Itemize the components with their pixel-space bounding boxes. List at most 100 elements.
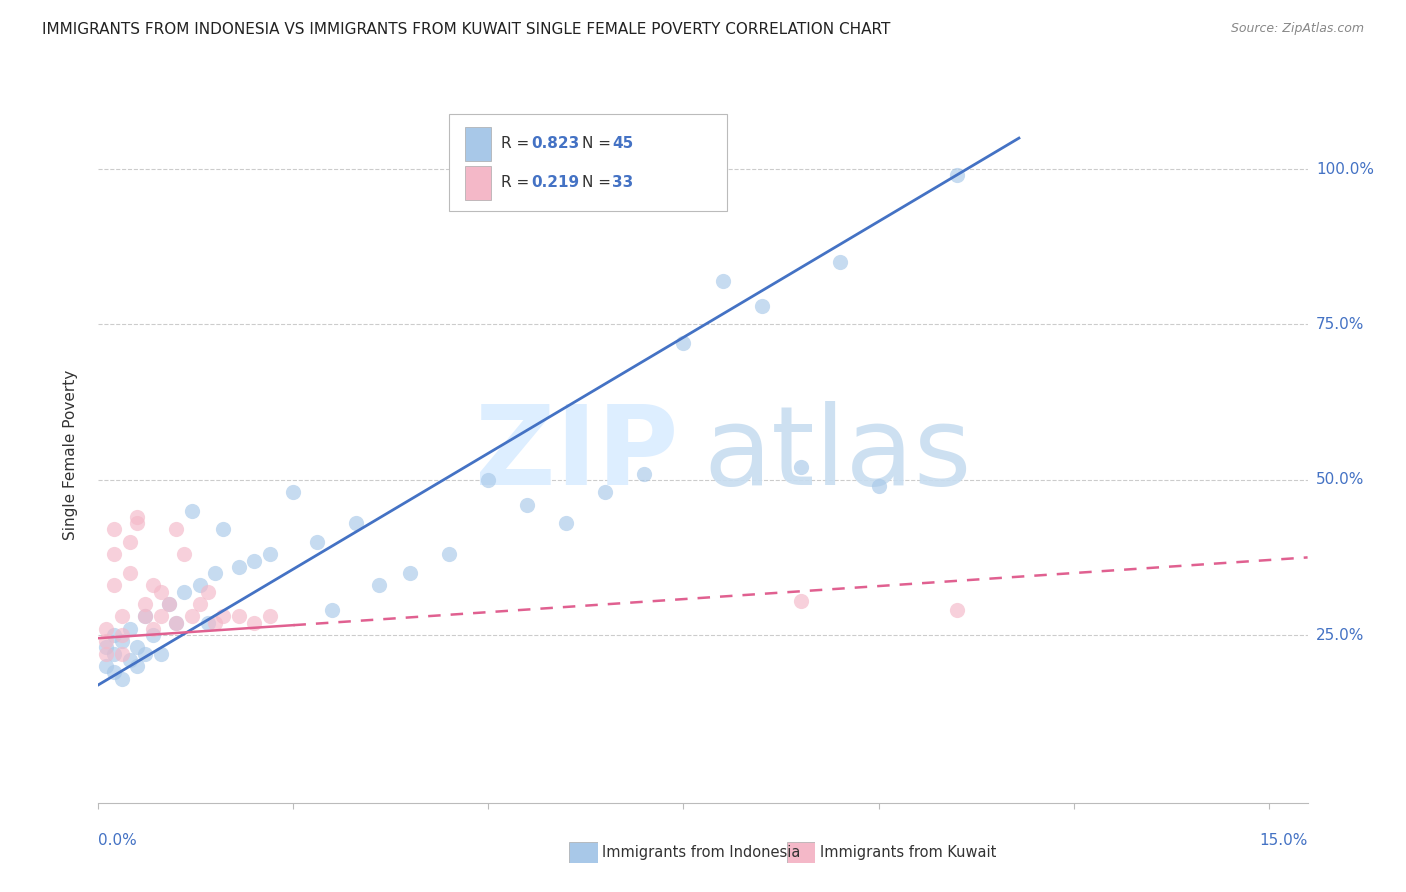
Point [103, 628, 125, 642]
Y-axis label: Single Female Poverty: Single Female Poverty [63, 370, 77, 540]
Point [103, 523, 125, 537]
Point [228, 609, 250, 624]
Point [127, 516, 149, 531]
Text: 33: 33 [612, 176, 634, 190]
Text: ZIP: ZIP [475, 401, 679, 508]
Point [945, 169, 967, 183]
Point [516, 498, 538, 512]
Point [204, 566, 226, 580]
Point [157, 597, 180, 611]
Point [212, 609, 235, 624]
Text: 15.0%: 15.0% [1260, 833, 1308, 848]
Point [111, 672, 134, 686]
Point [672, 336, 695, 351]
Text: Immigrants from Kuwait: Immigrants from Kuwait [820, 846, 995, 860]
Point [633, 467, 655, 481]
Point [118, 653, 141, 667]
Point [173, 547, 195, 561]
Text: 100.0%: 100.0% [1316, 161, 1374, 177]
Point [789, 460, 811, 475]
Point [399, 566, 422, 580]
Point [103, 647, 125, 661]
Point [127, 510, 149, 524]
Point [259, 547, 281, 561]
Point [165, 523, 187, 537]
Point [188, 578, 211, 592]
Point [165, 615, 187, 630]
Point [127, 640, 149, 655]
Point [711, 274, 734, 288]
Text: 0.823: 0.823 [531, 136, 579, 152]
Point [595, 485, 617, 500]
Text: N =: N = [582, 136, 616, 152]
Point [555, 516, 578, 531]
Point [173, 584, 195, 599]
Point [96, 659, 118, 673]
Point [165, 615, 187, 630]
Point [118, 534, 141, 549]
Point [321, 603, 343, 617]
Point [197, 615, 219, 630]
Bar [465, 128, 492, 161]
Point [243, 553, 266, 567]
Point [96, 634, 118, 648]
Point [149, 609, 172, 624]
Point [157, 597, 180, 611]
Point [197, 584, 219, 599]
Point [142, 578, 165, 592]
Text: 50.0%: 50.0% [1316, 472, 1364, 487]
Point [305, 534, 328, 549]
Text: R =: R = [501, 136, 534, 152]
Text: Immigrants from Indonesia: Immigrants from Indonesia [602, 846, 800, 860]
Point [868, 479, 890, 493]
Point [945, 603, 967, 617]
Point [259, 609, 281, 624]
Point [283, 485, 305, 500]
Point [134, 609, 156, 624]
Point [789, 594, 811, 608]
Text: 45: 45 [612, 136, 634, 152]
Point [142, 622, 165, 636]
Point [103, 665, 125, 680]
Text: N =: N = [582, 176, 616, 190]
Point [149, 584, 172, 599]
Point [96, 647, 118, 661]
Point [103, 578, 125, 592]
Point [368, 578, 391, 592]
Point [96, 622, 118, 636]
Point [344, 516, 367, 531]
Point [111, 628, 134, 642]
Point [149, 647, 172, 661]
Point [204, 615, 226, 630]
Text: Source: ZipAtlas.com: Source: ZipAtlas.com [1230, 22, 1364, 36]
Point [96, 640, 118, 655]
Point [127, 659, 149, 673]
Text: IMMIGRANTS FROM INDONESIA VS IMMIGRANTS FROM KUWAIT SINGLE FEMALE POVERTY CORREL: IMMIGRANTS FROM INDONESIA VS IMMIGRANTS … [42, 22, 890, 37]
Text: 0.0%: 0.0% [98, 833, 138, 848]
Point [134, 647, 156, 661]
Point [228, 559, 250, 574]
Point [103, 547, 125, 561]
Point [111, 647, 134, 661]
Bar [465, 166, 492, 200]
Point [111, 634, 134, 648]
Point [111, 609, 134, 624]
Point [188, 597, 211, 611]
Point [751, 299, 773, 313]
Text: atlas: atlas [703, 401, 972, 508]
Point [118, 622, 141, 636]
Text: 25.0%: 25.0% [1316, 628, 1364, 642]
Text: 75.0%: 75.0% [1316, 317, 1364, 332]
Point [134, 609, 156, 624]
Point [828, 255, 851, 269]
Point [439, 547, 461, 561]
Text: 0.219: 0.219 [531, 176, 579, 190]
Text: R =: R = [501, 176, 534, 190]
Point [142, 628, 165, 642]
Point [243, 615, 266, 630]
FancyBboxPatch shape [449, 114, 727, 211]
Point [181, 609, 204, 624]
Point [477, 473, 499, 487]
Point [118, 566, 141, 580]
Point [181, 504, 204, 518]
